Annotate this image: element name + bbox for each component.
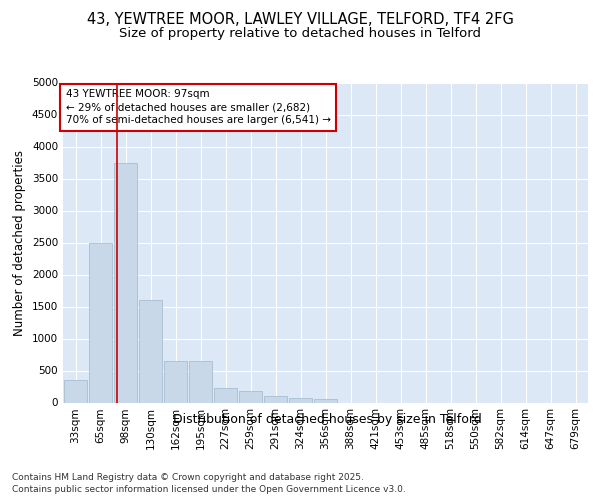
Text: 43 YEWTREE MOOR: 97sqm
← 29% of detached houses are smaller (2,682)
70% of semi-: 43 YEWTREE MOOR: 97sqm ← 29% of detached… xyxy=(65,89,331,126)
Bar xyxy=(214,388,237,402)
Text: Size of property relative to detached houses in Telford: Size of property relative to detached ho… xyxy=(119,28,481,40)
Bar xyxy=(64,380,87,402)
Bar xyxy=(114,162,137,402)
Text: Contains HM Land Registry data © Crown copyright and database right 2025.: Contains HM Land Registry data © Crown c… xyxy=(12,472,364,482)
Bar xyxy=(139,300,162,402)
Y-axis label: Number of detached properties: Number of detached properties xyxy=(13,150,26,336)
Bar xyxy=(89,242,112,402)
Bar xyxy=(164,361,187,403)
Bar xyxy=(239,391,262,402)
Text: Distribution of detached houses by size in Telford: Distribution of detached houses by size … xyxy=(173,412,481,426)
Text: 43, YEWTREE MOOR, LAWLEY VILLAGE, TELFORD, TF4 2FG: 43, YEWTREE MOOR, LAWLEY VILLAGE, TELFOR… xyxy=(86,12,514,28)
Text: Contains public sector information licensed under the Open Government Licence v3: Contains public sector information licen… xyxy=(12,485,406,494)
Bar xyxy=(189,361,212,403)
Bar xyxy=(289,398,312,402)
Bar xyxy=(264,396,287,402)
Bar xyxy=(314,400,337,402)
